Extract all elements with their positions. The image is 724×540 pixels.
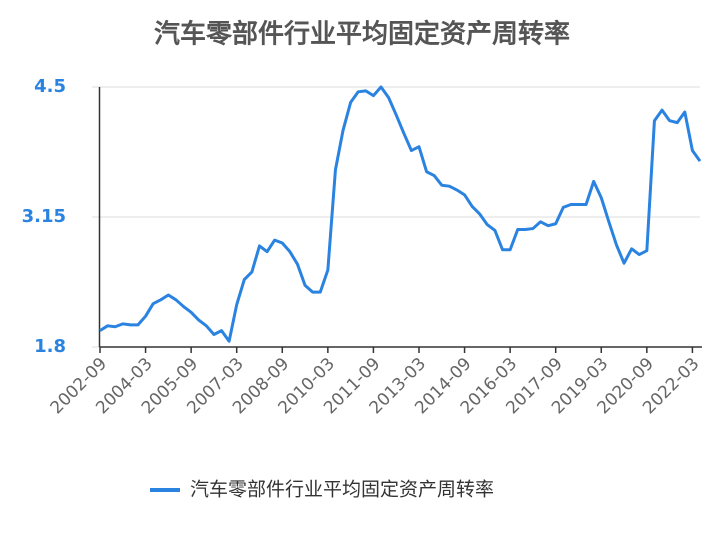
legend-label: 汽车零部件行业平均固定资产周转率 [190, 479, 494, 501]
chart-title: 汽车零部件行业平均固定资产周转率 [154, 19, 570, 50]
y-tick-label: 3.15 [22, 206, 66, 227]
y-tick-label: 1.8 [34, 336, 66, 357]
y-tick-label: 4.5 [34, 76, 66, 97]
line [99, 85, 702, 343]
